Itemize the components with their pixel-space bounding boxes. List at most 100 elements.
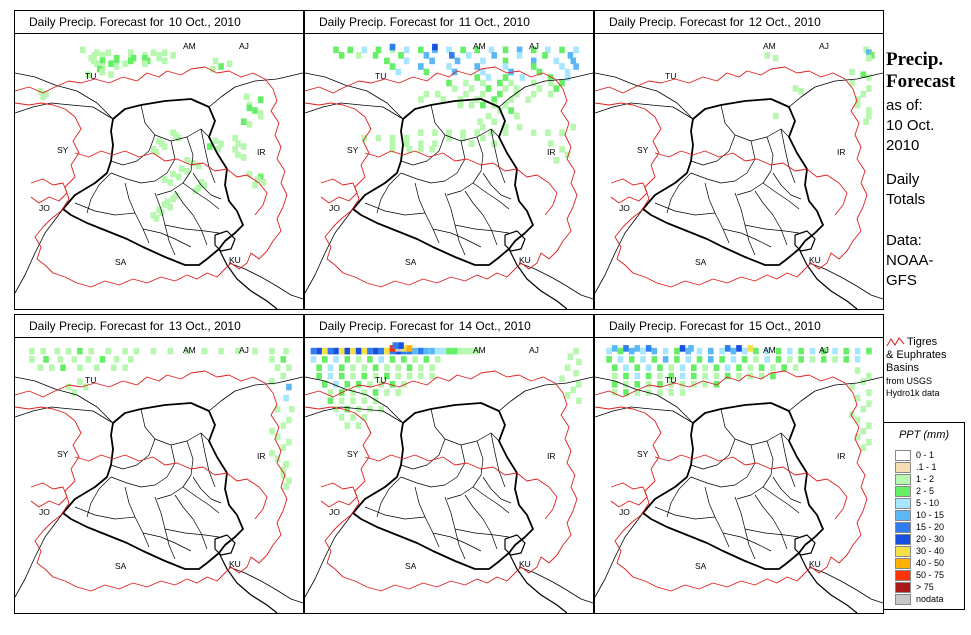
- precip-cell: [606, 347, 612, 355]
- province-border: [464, 190, 498, 246]
- basin-boundary: [610, 178, 648, 204]
- precip-cell: [338, 364, 345, 371]
- precip-cell: [617, 347, 624, 355]
- country-label: KU: [519, 559, 531, 569]
- precip-cell: [713, 372, 720, 380]
- province-border: [744, 528, 800, 538]
- precip-cell: [321, 356, 328, 363]
- country-border: [498, 376, 593, 412]
- country-border: [595, 512, 644, 598]
- key-label: 30 - 40: [916, 546, 945, 556]
- country-label: AM: [763, 345, 776, 355]
- province-border: [472, 486, 510, 514]
- forecast-map: AM AJ TU SY IR JO SA KU: [15, 33, 303, 309]
- precip-cell: [736, 345, 742, 352]
- precip-cell: [719, 356, 725, 363]
- precip-cell: [474, 347, 480, 355]
- map-panel-3: Daily Precip. Forecast for 12 Oct., 2010 …: [594, 10, 884, 310]
- precip-cell: [696, 347, 703, 355]
- precip-cell: [333, 46, 339, 54]
- precip-cell: [406, 364, 413, 371]
- precip-cell: [355, 356, 362, 363]
- province-border: [720, 408, 790, 446]
- precip-cell: [327, 364, 334, 371]
- country-label: SY: [347, 449, 359, 459]
- iraq-border: [642, 402, 824, 570]
- precip-cell: [389, 63, 396, 70]
- precip-layer: [29, 347, 295, 490]
- precip-cell: [333, 381, 339, 388]
- precip-cell: [240, 143, 247, 150]
- as-of-block: as of: 10 Oct. 2010: [886, 96, 934, 156]
- iraq-border: [642, 98, 824, 266]
- as-of-label: as of:: [886, 97, 923, 114]
- precip-cell: [792, 364, 799, 371]
- basin-boundary: [320, 178, 358, 204]
- precip-cell: [321, 347, 328, 355]
- basin-boundary: [654, 454, 848, 520]
- country-label: IR: [547, 147, 556, 157]
- precip-cell: [432, 129, 438, 136]
- precip-cell: [457, 347, 464, 355]
- precip-cell: [99, 57, 106, 65]
- iraq-border: [62, 98, 244, 266]
- panel-title: Daily Precip. Forecast for 14 Oct., 2010: [305, 315, 593, 338]
- precip-cell: [384, 57, 390, 65]
- precip-cell: [606, 356, 612, 363]
- precip-cell: [201, 181, 207, 189]
- precip-cell: [514, 112, 520, 120]
- precip-cell: [736, 372, 742, 380]
- precip-cell: [108, 60, 114, 67]
- basin-boundary: [74, 454, 268, 520]
- precip-cell: [283, 483, 289, 490]
- basin-boundary: [654, 150, 848, 216]
- gulf-coast: [518, 262, 593, 300]
- precip-cell: [395, 389, 401, 396]
- precip-cell: [832, 356, 838, 363]
- key-swatch: [895, 486, 911, 497]
- precip-cell: [634, 389, 641, 396]
- country-label: IR: [547, 451, 556, 461]
- precip-cell: [280, 472, 287, 479]
- precip-cell: [434, 356, 441, 363]
- precip-cell: [651, 347, 658, 355]
- precip-cell: [218, 63, 224, 70]
- precip-cell: [401, 345, 407, 352]
- precip-cell: [474, 129, 480, 136]
- precip-cell: [466, 52, 472, 59]
- panel-title: Daily Precip. Forecast for 12 Oct., 2010: [595, 11, 883, 34]
- precip-cell: [350, 397, 356, 405]
- precip-cell: [429, 364, 435, 371]
- precip-cell: [355, 52, 362, 59]
- country-border: [788, 72, 883, 108]
- precip-cell: [195, 162, 202, 170]
- precip-cell: [696, 356, 703, 363]
- precip-cell: [866, 400, 872, 407]
- precip-cell: [679, 345, 686, 352]
- province-border: [142, 228, 192, 248]
- precip-cell: [463, 79, 469, 87]
- precip-cell: [280, 356, 287, 363]
- precip-cell: [122, 60, 128, 67]
- precip-cell: [274, 405, 281, 413]
- basin-boundary: [364, 454, 558, 520]
- precip-cell: [645, 372, 652, 380]
- precip-cell: [525, 96, 531, 103]
- country-label: IR: [837, 451, 846, 461]
- key-label: 50 - 75: [916, 570, 945, 580]
- precip-cell: [860, 405, 867, 413]
- precip-cell: [843, 356, 850, 363]
- precip-cell: [460, 129, 466, 136]
- precip-cell: [207, 143, 213, 150]
- precip-cell: [719, 347, 725, 355]
- basin-boundary: [305, 66, 578, 288]
- precip-cell: [113, 356, 120, 363]
- precip-cell: [623, 389, 629, 396]
- precip-cell: [576, 397, 582, 405]
- panel-title: Daily Precip. Forecast for 15 Oct., 2010: [595, 315, 883, 338]
- country-label: SY: [637, 145, 649, 155]
- precip-cell: [849, 79, 855, 87]
- precip-cell: [634, 372, 641, 380]
- precip-cell: [65, 383, 72, 391]
- precip-cell: [547, 74, 554, 81]
